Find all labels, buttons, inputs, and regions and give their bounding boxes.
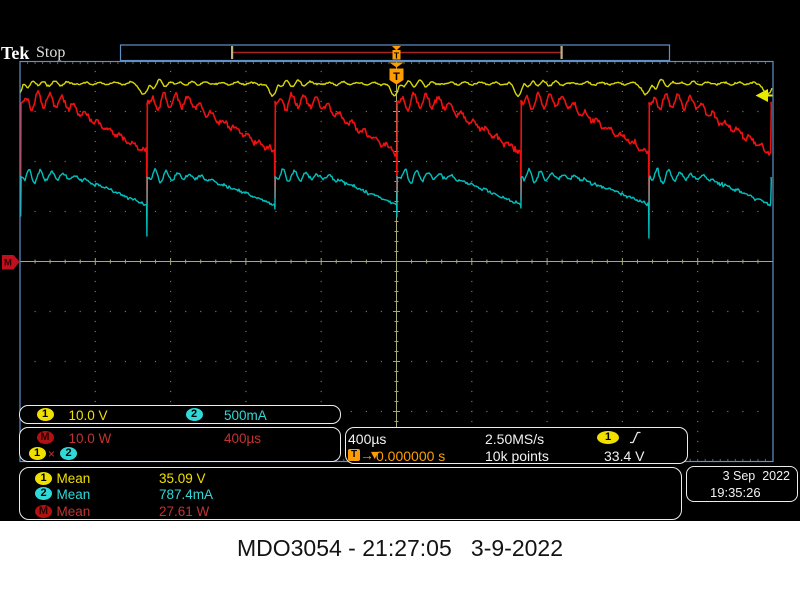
svg-text:M: M xyxy=(4,258,12,269)
svg-text:T: T xyxy=(393,71,400,83)
svg-text:T: T xyxy=(394,50,400,60)
